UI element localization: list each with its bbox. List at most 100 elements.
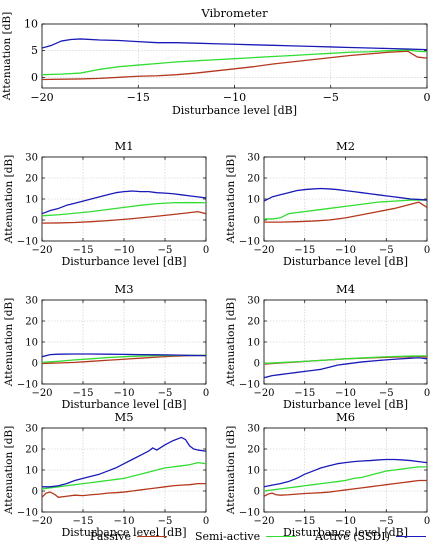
y-tick-label: 0 [254,487,260,498]
x-tick-label: −10 [223,91,246,104]
y-tick-label: 20 [247,317,260,328]
y-axis-label: Attenuation [dB] [1,12,13,101]
legend-swatch-semi-active [266,536,297,537]
y-tick-label: −10 [17,508,38,519]
x-tick-label: −15 [294,245,315,256]
x-tick-label: −15 [294,388,315,399]
x-axis-label: Disturbance level [dB] [61,526,186,539]
y-axis-label: Attenuation [dB] [3,155,15,244]
y-tick-label: 30 [25,296,38,307]
chart-title: M1 [114,139,133,153]
y-axis-label: Attenuation [dB] [3,426,15,515]
series-line-active-ssdi [264,458,427,488]
x-tick-label: −20 [31,245,52,256]
legend-item-active-ssdi: Active (SSDI) [315,530,426,543]
legend-label-semi-active: Semi-active [195,530,261,543]
x-tick-label: −15 [72,388,93,399]
x-tick-label: 0 [424,516,430,527]
y-tick-label: 20 [25,317,38,328]
legend-item-passive: Passive [90,530,167,543]
series-line-active-ssdi [264,357,427,379]
x-axis-label: Disturbance level [dB] [61,398,186,411]
x-tick-label: −10 [113,245,134,256]
x-axis-label: Disturbance level [dB] [283,398,408,411]
x-tick-label: −20 [253,388,274,399]
y-tick-label: 0 [32,487,38,498]
y-tick-label: −10 [17,380,38,391]
chart-vibrometer: −20 −15 −10 −5 0 0 5 10 Vibrometer Disturbance le… [1,6,431,117]
legend-label-active-ssdi: Active (SSDI) [315,530,390,543]
y-tick-label: 30 [25,153,38,164]
y-tick-label: 10 [247,338,260,349]
chart-title: M3 [114,282,133,296]
chart-m2: −20 −15 −10 −5 0 −10 0 10 20 30 M2 Disturbance leve… [225,139,430,268]
y-tick-label: 30 [247,424,260,435]
x-tick-label: −5 [379,245,394,256]
x-tick-label: −20 [30,91,53,104]
chart-title: M2 [336,139,355,153]
x-tick-label: −10 [335,516,356,527]
y-axis-label: Attenuation [dB] [225,155,237,244]
x-tick-label: 0 [203,516,209,527]
x-tick-label: −15 [127,91,150,104]
x-tick-label: −5 [158,388,173,399]
y-tick-label: 20 [247,445,260,456]
y-tick-label: 30 [247,296,260,307]
x-tick-label: −20 [31,516,52,527]
x-axis-label: Disturbance level [dB] [283,526,408,539]
y-tick-label: 20 [247,174,260,185]
x-tick-label: 0 [203,245,209,256]
series-line-passive [42,354,206,365]
series-line-passive [264,201,427,223]
x-axis-label: Disturbance level [dB] [283,255,408,268]
x-tick-label: 0 [424,91,431,104]
x-axis-label: Disturbance level [dB] [172,104,297,117]
y-tick-label: −10 [239,508,260,519]
y-tick-label: 10 [25,338,38,349]
series-line-semi-active [264,466,427,492]
series-line-active-ssdi [42,353,206,358]
x-tick-label: −15 [72,516,93,527]
chart-title: M5 [114,410,133,424]
x-tick-label: −5 [158,516,173,527]
y-axis-label: Attenuation [dB] [3,298,15,387]
chart-m1: −20 −15 −10 −5 0 −10 0 10 20 30 M1 Disturbance leve… [3,139,209,268]
x-tick-label: 0 [203,388,209,399]
x-tick-label: −15 [294,516,315,527]
series-line-passive [42,210,206,224]
x-tick-label: −10 [335,388,356,399]
y-tick-label: 0 [254,216,260,227]
legend: Passive Semi-active Active (SSDI) [60,530,430,548]
series-line-semi-active [264,199,427,220]
y-tick-label: 0 [254,359,260,370]
y-axis-label: Attenuation [dB] [225,298,237,387]
series-line-passive [264,479,427,497]
y-tick-label: 0 [32,359,38,370]
series-line-semi-active [42,201,206,217]
y-tick-label: 10 [247,195,260,206]
y-tick-label: 10 [247,466,260,477]
chart-m6: −20 −15 −10 −5 0 −10 0 10 20 30 M6 Disturbance leve… [225,410,430,539]
x-tick-label: −5 [158,245,173,256]
y-tick-label: 10 [25,195,38,206]
y-tick-label: 0 [31,71,38,84]
series-line-active-ssdi [42,190,206,215]
legend-swatch-active-ssdi [395,536,426,537]
chart-title: M6 [336,410,355,424]
y-axis-label: Attenuation [dB] [225,426,237,515]
y-tick-label: 20 [25,445,38,456]
y-tick-label: 5 [31,44,38,57]
series-line-semi-active [42,461,206,490]
y-tick-label: 0 [32,216,38,227]
x-tick-label: −10 [335,245,356,256]
y-tick-label: −10 [239,380,260,391]
series-line-active-ssdi [264,187,427,202]
x-tick-label: −5 [379,516,394,527]
y-tick-label: −10 [17,237,38,248]
series-line-semi-active [42,49,427,76]
x-tick-label: −10 [113,516,134,527]
x-tick-label: −20 [253,516,274,527]
x-tick-label: −20 [31,388,52,399]
y-tick-label: 10 [24,18,38,31]
